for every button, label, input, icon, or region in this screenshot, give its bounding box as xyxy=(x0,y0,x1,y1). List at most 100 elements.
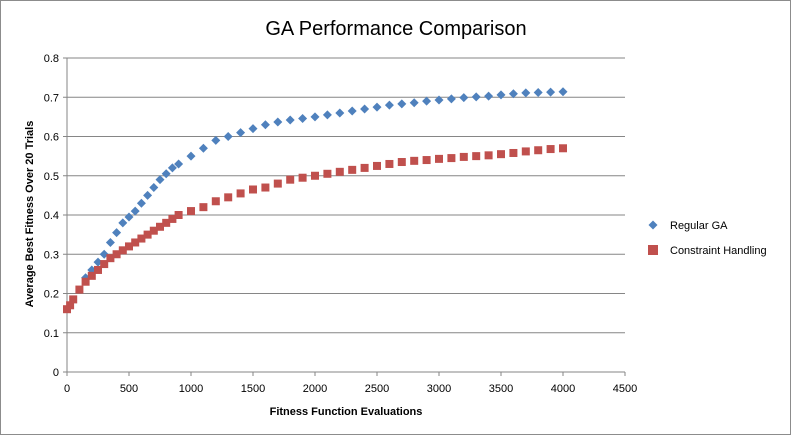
data-point xyxy=(105,237,115,247)
data-point xyxy=(136,198,146,208)
y-tick-label: 0.2 xyxy=(44,289,59,301)
data-point xyxy=(546,87,556,97)
data-point xyxy=(149,226,158,235)
data-point xyxy=(223,132,233,141)
data-point xyxy=(94,265,102,274)
data-point xyxy=(273,179,282,188)
data-point xyxy=(372,102,382,112)
data-point xyxy=(149,183,159,193)
data-point xyxy=(311,171,319,180)
data-point xyxy=(174,211,183,219)
data-point xyxy=(508,89,518,99)
data-point xyxy=(533,88,543,98)
data-point xyxy=(162,218,171,227)
x-tick-label: 3500 xyxy=(489,383,513,395)
x-tick-label: 0 xyxy=(64,383,70,395)
data-point xyxy=(211,135,221,145)
legend-marker xyxy=(648,220,658,230)
legend-marker xyxy=(648,245,658,255)
y-tick-label: 0 xyxy=(53,367,59,379)
series-regular-ga xyxy=(81,87,568,283)
legend-label: Regular GA xyxy=(670,220,728,232)
data-point xyxy=(484,151,493,160)
data-point xyxy=(273,117,283,127)
data-point xyxy=(310,112,320,122)
data-point xyxy=(211,197,220,206)
data-point xyxy=(118,246,127,255)
y-tick-label: 0.6 xyxy=(44,132,59,144)
data-point xyxy=(422,156,431,165)
legend-label: Constraint Handling xyxy=(670,245,767,257)
data-point xyxy=(112,250,121,259)
data-point xyxy=(373,161,381,170)
data-point xyxy=(459,93,469,103)
chart-title: GA Performance Comparison xyxy=(265,18,526,40)
data-point xyxy=(131,238,140,247)
data-point xyxy=(174,159,184,169)
data-point xyxy=(156,222,164,231)
data-point xyxy=(161,169,171,179)
data-point xyxy=(322,110,332,120)
data-point xyxy=(509,148,518,157)
data-point xyxy=(236,189,245,198)
data-point xyxy=(167,163,177,173)
data-point xyxy=(471,92,481,102)
data-point xyxy=(558,87,568,97)
data-point xyxy=(124,212,134,222)
data-point xyxy=(81,277,90,286)
data-point xyxy=(335,167,344,176)
data-point xyxy=(186,151,196,161)
data-point xyxy=(435,154,443,163)
data-point xyxy=(87,271,96,280)
data-point xyxy=(100,260,109,269)
data-point xyxy=(323,169,332,178)
data-point xyxy=(397,158,406,167)
data-point xyxy=(69,295,78,304)
data-point xyxy=(106,254,115,263)
series-layer xyxy=(63,87,568,314)
data-point xyxy=(118,218,128,228)
x-tick-labels: 0 500 1000 1500 2000 2500 3000 3500 4000 4500 xyxy=(64,383,637,395)
y-tick-label: 0.8 xyxy=(44,53,59,65)
x-tick-label: 2000 xyxy=(303,383,327,395)
data-point xyxy=(496,90,506,100)
data-point xyxy=(335,108,345,118)
data-point xyxy=(137,234,146,243)
x-tick-label: 4000 xyxy=(551,383,575,395)
data-point xyxy=(112,228,122,238)
data-point xyxy=(198,143,208,153)
data-point xyxy=(410,156,419,165)
data-point xyxy=(249,185,257,194)
data-point xyxy=(559,144,567,153)
x-tick-label: 1000 xyxy=(179,383,203,395)
x-tick-label: 3000 xyxy=(427,383,451,395)
data-point xyxy=(385,159,394,168)
data-point xyxy=(286,175,295,184)
data-point xyxy=(447,154,456,163)
data-point xyxy=(360,163,369,172)
data-point xyxy=(472,152,481,161)
data-point xyxy=(484,91,494,101)
data-point xyxy=(348,165,357,174)
data-point xyxy=(143,190,153,200)
data-point xyxy=(248,124,258,134)
data-point xyxy=(409,98,419,108)
legend: Regular GA Constraint Handling xyxy=(648,220,767,257)
data-point xyxy=(546,145,555,154)
data-point xyxy=(434,95,444,105)
data-point xyxy=(260,120,270,130)
y-tick-label: 0.5 xyxy=(44,171,59,183)
data-point xyxy=(446,94,456,104)
data-point xyxy=(187,207,195,216)
data-point xyxy=(521,88,531,98)
axes xyxy=(63,57,626,376)
data-point xyxy=(422,96,432,106)
y-tick-label: 0.4 xyxy=(44,210,59,222)
data-point xyxy=(155,175,165,185)
data-point xyxy=(497,150,505,159)
data-point xyxy=(66,301,75,310)
x-tick-label: 4500 xyxy=(613,383,637,395)
x-tick-label: 500 xyxy=(120,383,138,395)
data-point xyxy=(521,147,530,156)
